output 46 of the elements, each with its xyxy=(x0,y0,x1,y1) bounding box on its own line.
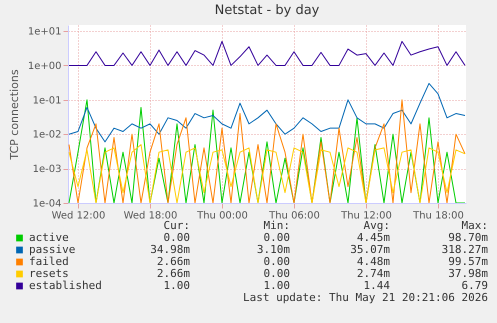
y-tick-label: 1e-04 xyxy=(32,198,62,210)
text: 2.66m xyxy=(156,267,190,280)
legend-label: active xyxy=(29,231,69,244)
text: Avg: xyxy=(362,219,390,232)
x-tick-label: Wed 18:00 xyxy=(124,210,178,222)
text: 6.79 xyxy=(460,279,488,292)
line-series xyxy=(68,40,466,66)
x-tick-label: Wed 12:00 xyxy=(52,210,106,222)
x-tick-label: Thu 00:00 xyxy=(196,210,248,222)
text: 0.00 xyxy=(162,231,190,244)
text: 1.44 xyxy=(362,279,390,292)
text: 1.00 xyxy=(262,279,290,292)
text: Cur: xyxy=(162,219,190,232)
text: 3.10m xyxy=(256,243,290,256)
text: 0.00 xyxy=(262,267,290,280)
text: 99.57m xyxy=(447,255,488,268)
x-tick-label: Thu 12:00 xyxy=(340,210,392,222)
x-tick-label: Thu 06:00 xyxy=(268,210,320,222)
y-tick-label: 1e-02 xyxy=(32,130,62,141)
text: 2.66m xyxy=(156,255,190,268)
text: 4.45m xyxy=(356,231,390,244)
text: 2.74m xyxy=(356,267,390,280)
text: 4.48m xyxy=(356,255,390,268)
text: 1.00 xyxy=(162,279,190,292)
text: 0.00 xyxy=(262,231,290,244)
legend-label: passive xyxy=(29,243,76,256)
text: Min: xyxy=(262,219,290,232)
y-tick-label: 1e-03 xyxy=(32,164,62,176)
text: 35.07m xyxy=(349,243,390,256)
text: Last update: Thu May 21 20:21:06 2026 xyxy=(242,291,488,304)
legend-label: resets xyxy=(29,267,69,280)
y-tick-label: 1e+01 xyxy=(28,26,62,38)
legend-label: failed xyxy=(29,255,69,268)
y-tick-label: 1e+00 xyxy=(28,60,62,72)
y-tick-label: 1e-01 xyxy=(32,95,62,106)
text: 98.70m xyxy=(447,231,488,244)
legend-label: established xyxy=(29,279,102,292)
text: 318.27m xyxy=(440,243,488,256)
text: Max: xyxy=(460,219,488,232)
chart-title: Netstat - by day xyxy=(214,3,320,18)
text: 34.98m xyxy=(149,243,190,256)
x-tick-label: Thu 18:00 xyxy=(412,210,464,222)
text: 37.98m xyxy=(447,267,488,280)
text: 0.00 xyxy=(262,255,290,268)
line-series xyxy=(68,82,466,142)
y-axis-title: TCP connections xyxy=(8,69,21,161)
